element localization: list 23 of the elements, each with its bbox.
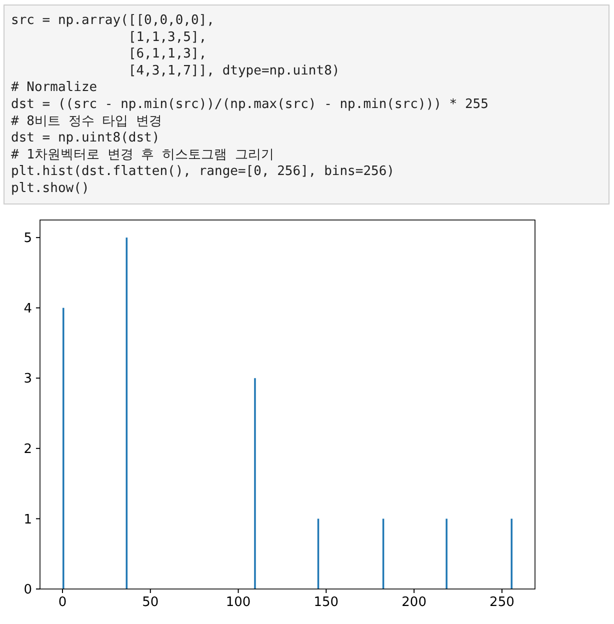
- text: [6,1,1,3],: [11, 46, 207, 62]
- x-tick-label: 100: [226, 595, 251, 610]
- text: # 8비트 정수 타입 변경: [11, 114, 162, 129]
- x-tick-label: 250: [490, 595, 514, 610]
- y-tick-label: 1: [24, 512, 32, 528]
- x-tick-label: 200: [402, 595, 426, 610]
- text: # Normalize: [11, 80, 98, 96]
- text: # 1차원벡터로 변경 후 히스토그램 그리기: [11, 147, 274, 162]
- text: [4,3,1,7]], dtype=np.uint8): [11, 63, 340, 78]
- text: plt.hist(dst.flatten(), range=[0, 256], bins=256): [11, 164, 395, 180]
- y-tick-label: 3: [24, 372, 32, 387]
- text: src = np.array([[0,0,0,0],: [11, 13, 214, 28]
- y-tick-label: 4: [24, 301, 32, 316]
- y-tick-label: 5: [24, 231, 32, 246]
- x-tick-label: 0: [58, 595, 67, 610]
- text: dst = ((src - np.min(src))/(np.max(src) - np.min(src))) * 255: [11, 97, 488, 112]
- text: dst = np.uint8(dst): [11, 130, 160, 146]
- x-tick-label: 50: [142, 595, 159, 610]
- y-tick-label: 2: [24, 442, 32, 457]
- x-tick-label: 150: [314, 595, 339, 610]
- text: [1,1,3,5],: [11, 30, 207, 45]
- text: plt.show(): [11, 181, 90, 196]
- y-tick-label: 0: [24, 582, 32, 598]
